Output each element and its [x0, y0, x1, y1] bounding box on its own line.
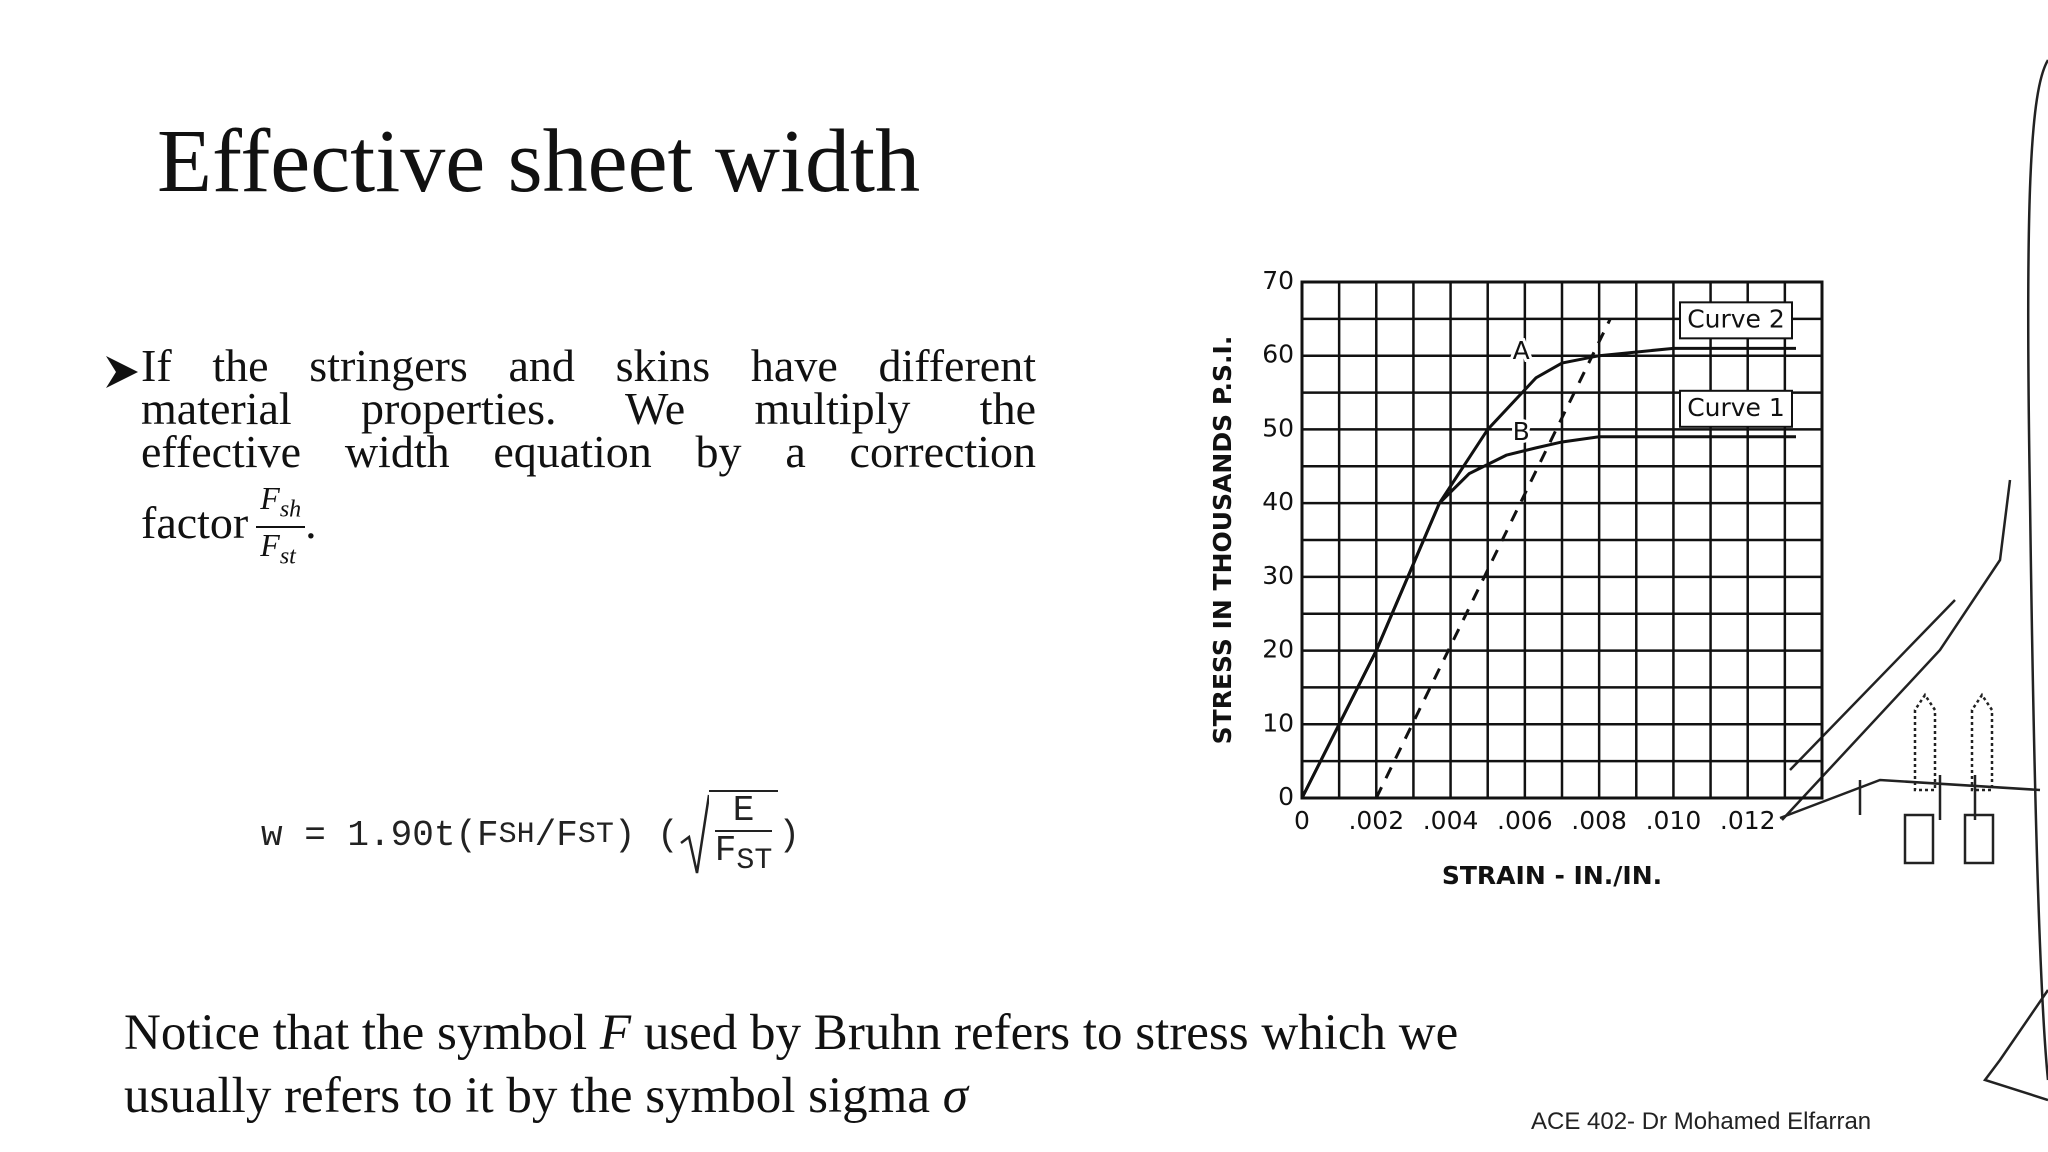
numerator: F	[260, 480, 280, 516]
bullet-line: effective width equation by a correction	[141, 426, 1036, 477]
y-tick-label: 50	[1262, 413, 1294, 442]
y-tick-label: 20	[1262, 635, 1294, 664]
denominator: F	[260, 527, 280, 564]
bullet-arrow	[106, 356, 138, 388]
equation: w = 1.90t(F SH/F ST) ( E FST )	[261, 790, 800, 880]
y-axis-label: STRESS IN THOUSANDS P.S.I.	[1208, 336, 1237, 745]
y-tick-label: 60	[1262, 340, 1294, 369]
y-tick-label: 10	[1262, 708, 1294, 737]
eq-sub: ST	[577, 818, 614, 853]
x-tick-label: .002	[1348, 806, 1404, 835]
footer: ACE 402- Dr Mohamed Elfarran	[1531, 1108, 1872, 1135]
legend-box	[1679, 389, 1793, 428]
y-tick-label: 40	[1262, 487, 1294, 516]
notice-line: usually refers to it by the symbol sigma…	[124, 1065, 1458, 1128]
aircraft-drawing	[1779, 59, 2048, 1102]
x-tick-label: .012	[1720, 806, 1776, 835]
bullet-line: factor	[141, 496, 249, 548]
x-tick-label: 0	[1294, 806, 1310, 835]
notice-text: used by Bruhn refers to stress which we	[631, 1005, 1459, 1061]
y-tick-label: 30	[1262, 561, 1294, 590]
bullet-text: If the stringers and skins have differen…	[141, 340, 1036, 574]
notice: Notice that the symbol F used by Bruhn r…	[124, 1002, 1458, 1128]
curve	[1300, 435, 1796, 799]
x-tick-label: .006	[1497, 806, 1553, 835]
notice-text: Notice that the symbol	[124, 1005, 600, 1061]
notice-line: Notice that the symbol F used by Bruhn r…	[124, 1002, 1458, 1065]
numerator-sub: sh	[279, 496, 302, 523]
eq-numerator: E	[714, 792, 773, 832]
x-tick-label: .010	[1646, 806, 1702, 835]
legend-box	[1679, 301, 1793, 340]
plot-frame	[1300, 280, 1824, 800]
x-tick-label: .008	[1571, 806, 1627, 835]
radical: E FST	[679, 790, 779, 880]
bullet-line: factor Fsh Fst.	[141, 481, 1036, 574]
annotation: A	[1513, 336, 1530, 365]
notice-symbol: σ	[942, 1068, 968, 1124]
y-tick-label: 70	[1262, 266, 1294, 295]
eq-part: ) (	[613, 814, 679, 856]
bullet-line: If the stringers and skins have differen…	[141, 340, 1036, 391]
x-axis-label: STRAIN - IN./IN.	[1442, 861, 1662, 890]
radical-sign	[679, 794, 709, 874]
legend-label: Curve 2	[1687, 304, 1785, 333]
eq-sub: SH	[498, 818, 535, 853]
slide-title: Effective sheet width	[157, 112, 921, 211]
legend-label: Curve 1	[1687, 393, 1785, 422]
bullet-end: .	[305, 496, 317, 548]
y-tick-label: 0	[1278, 782, 1294, 811]
notice-symbol: F	[599, 1005, 632, 1061]
dashed-line	[1374, 318, 1612, 799]
eq-denominator: F	[714, 830, 737, 871]
fraction: Fsh Fst	[256, 480, 306, 574]
eq-part: w = 1.90t(F	[261, 814, 499, 856]
eq-part: /F	[534, 814, 578, 856]
bullet-line: material properties. We multiply the	[141, 383, 1036, 434]
notice-text: usually refers to it by the symbol sigma	[124, 1068, 943, 1124]
x-tick-label: .004	[1423, 806, 1479, 835]
eq-part: )	[778, 814, 800, 856]
annotation: B	[1513, 417, 1530, 446]
denominator-sub: st	[279, 543, 296, 570]
eq-sub: ST	[736, 844, 773, 879]
